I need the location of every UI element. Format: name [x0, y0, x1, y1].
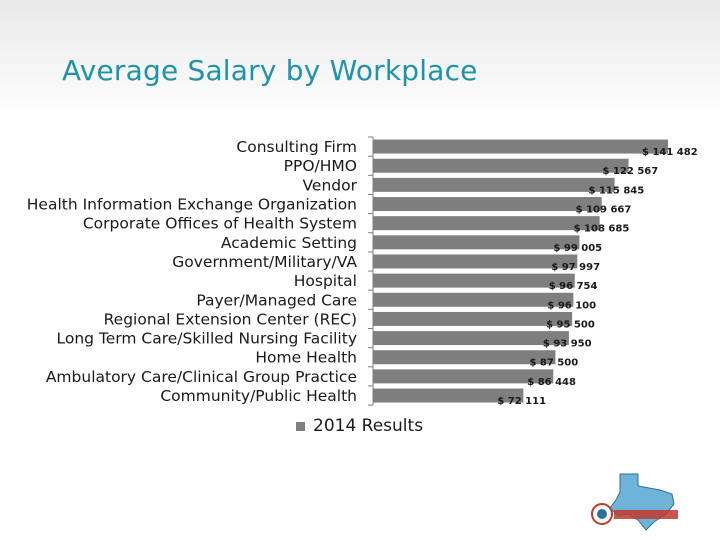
value-label: $ 99 005: [553, 243, 602, 254]
legend-swatch: [296, 421, 305, 431]
legend: 2014 Results: [296, 416, 423, 436]
category-label: Hospital: [294, 272, 357, 290]
category-label: Corporate Offices of Health System: [83, 215, 357, 233]
logo-banner: [614, 510, 678, 519]
value-label: $ 87 500: [529, 358, 578, 369]
category-label: Payer/Managed Care: [196, 291, 357, 309]
bar: [373, 139, 668, 154]
value-label: $ 115 845: [589, 185, 645, 196]
value-label: $ 109 667: [576, 205, 632, 216]
value-label: $ 122 567: [603, 166, 659, 177]
texas-map-shape: [609, 473, 675, 531]
value-label: $ 141 482: [642, 147, 698, 158]
category-label: PPO/HMO: [284, 157, 357, 175]
value-label: $ 95 500: [546, 319, 595, 330]
bar: [373, 177, 615, 192]
category-label: Long Term Care/Skilled Nursing Facility: [56, 330, 357, 348]
legend-label: 2014 Results: [313, 416, 424, 436]
value-labels: $ 141 482 $ 122 567 $ 115 845 $ 109 667 $ 10…: [497, 147, 697, 407]
bar: [373, 292, 574, 307]
category-label: Community/Public Health: [160, 387, 357, 405]
bar: [373, 273, 575, 288]
value-label: $ 93 950: [543, 339, 592, 350]
bar: [373, 369, 554, 384]
value-label: $ 108 685: [574, 224, 630, 235]
bar: [373, 311, 573, 326]
category-label: Ambulatory Care/Clinical Group Practice: [46, 368, 357, 386]
category-label: Academic Setting: [221, 234, 357, 252]
bar: [373, 197, 602, 212]
bar: [373, 235, 580, 250]
bar: [373, 388, 524, 403]
bar: [373, 216, 600, 231]
value-label: $ 72 111: [497, 396, 546, 407]
category-label: Consulting Firm: [236, 138, 357, 156]
category-label: Health Information Exchange Organization: [27, 196, 357, 214]
bar: [373, 158, 629, 173]
bars-group: [373, 139, 668, 403]
category-label: Home Health: [255, 349, 357, 367]
bar: [373, 331, 569, 346]
organization-logo: [591, 473, 678, 531]
category-label: Vendor: [303, 176, 358, 194]
category-label: Government/Military/VA: [172, 253, 357, 271]
chart-title: Average Salary by Workplace: [62, 54, 478, 87]
bar: [373, 350, 556, 365]
category-label: Regional Extension Center (REC): [104, 310, 357, 328]
value-label: $ 86 448: [527, 377, 576, 388]
y-axis-ticks: [368, 136, 373, 406]
value-label: $ 96 100: [547, 300, 596, 311]
value-label: $ 96 754: [549, 281, 598, 292]
bar: [373, 254, 578, 269]
value-label: $ 97 997: [551, 262, 600, 273]
